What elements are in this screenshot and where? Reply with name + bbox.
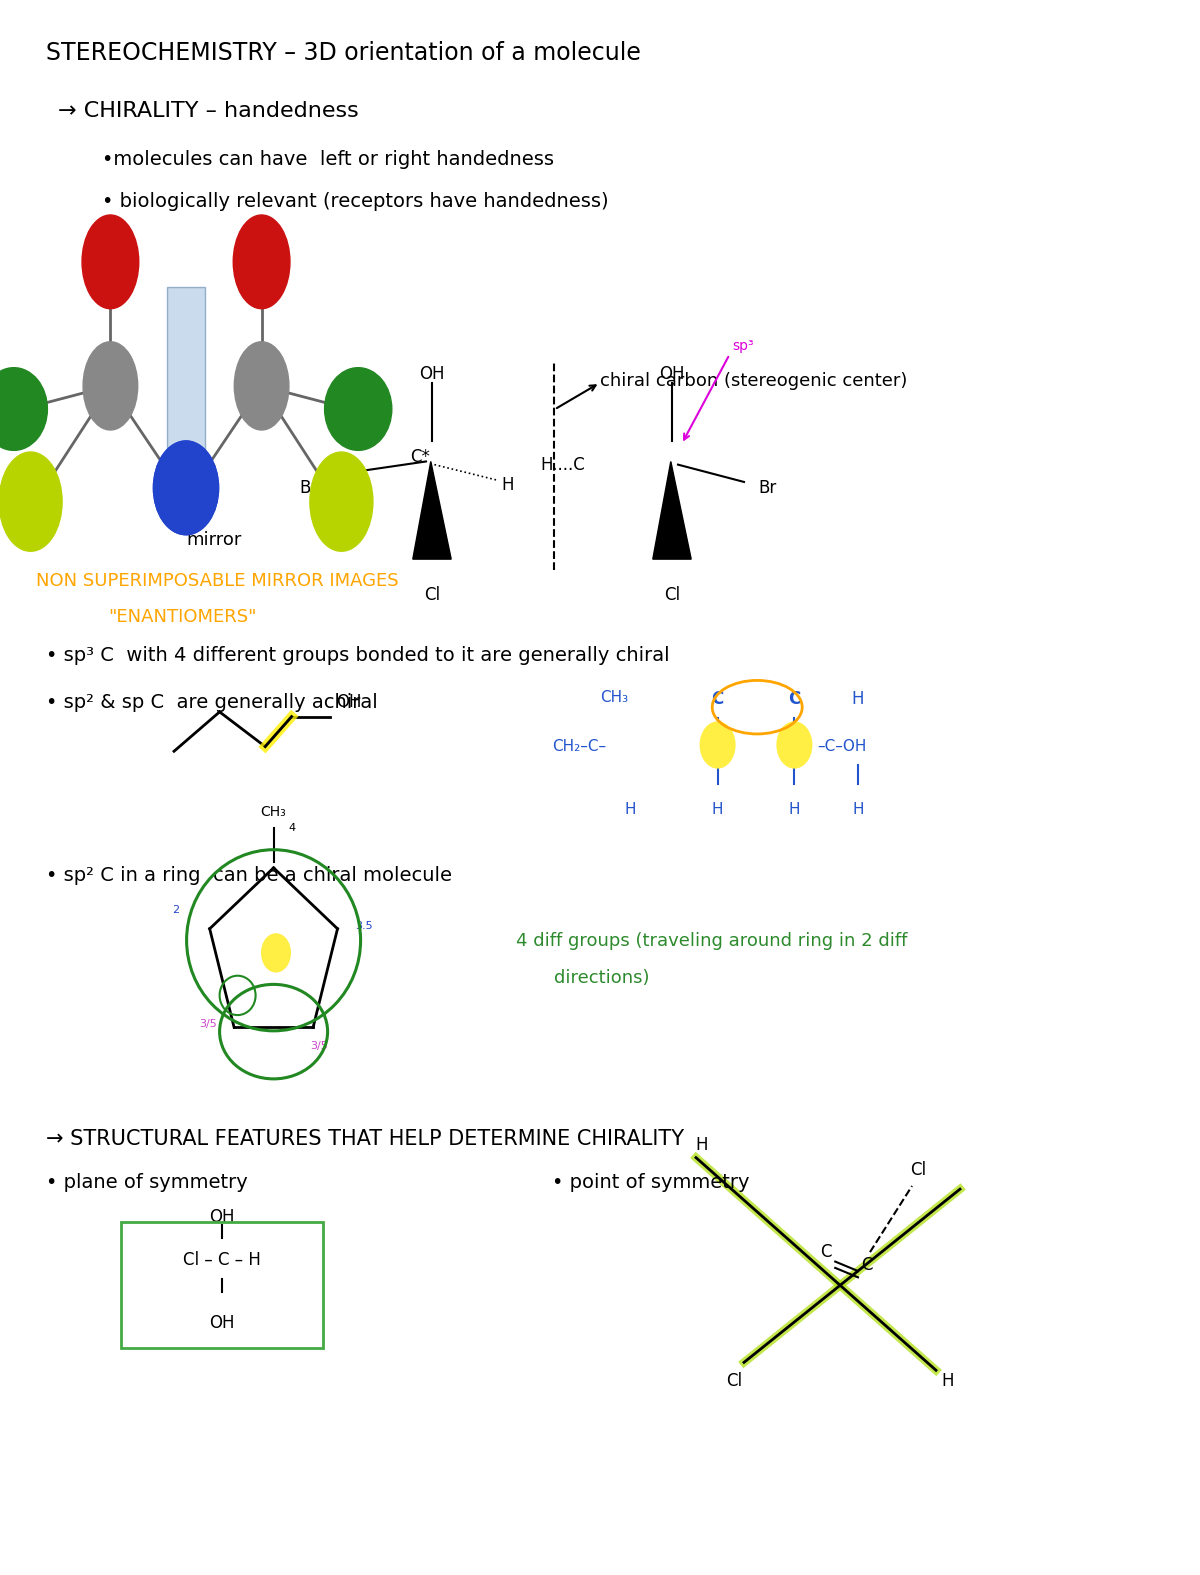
Ellipse shape (233, 214, 290, 309)
Text: C: C (712, 690, 724, 707)
Text: • biologically relevant (receptors have handedness): • biologically relevant (receptors have … (102, 192, 608, 211)
Text: C: C (788, 690, 800, 707)
Text: H: H (502, 476, 514, 495)
Ellipse shape (310, 452, 373, 551)
Text: 3/5: 3/5 (199, 1019, 216, 1028)
Text: • sp³ C  with 4 different groups bonded to it are generally chiral: • sp³ C with 4 different groups bonded t… (46, 646, 670, 665)
Text: C: C (820, 1243, 832, 1262)
Ellipse shape (0, 367, 48, 450)
Text: C: C (788, 729, 800, 748)
Text: H....C: H....C (541, 455, 586, 474)
Text: NON SUPERIMPOSABLE MIRROR IMAGES: NON SUPERIMPOSABLE MIRROR IMAGES (36, 572, 398, 589)
Text: directions): directions) (554, 969, 650, 986)
Text: H: H (712, 802, 724, 817)
Ellipse shape (154, 441, 218, 536)
Ellipse shape (776, 721, 812, 769)
Polygon shape (653, 461, 691, 559)
Text: chiral carbon (stereogenic center): chiral carbon (stereogenic center) (600, 372, 907, 389)
Text: H: H (942, 1372, 954, 1391)
Text: CH₂–C–: CH₂–C– (552, 739, 606, 754)
Text: OH: OH (419, 365, 445, 383)
Text: "ENANTIOMERS": "ENANTIOMERS" (108, 608, 257, 625)
Text: • sp² & sp C  are generally achiral: • sp² & sp C are generally achiral (46, 693, 377, 712)
Text: STEREOCHEMISTRY – 3D orientation of a molecule: STEREOCHEMISTRY – 3D orientation of a mo… (46, 41, 641, 65)
Text: C: C (860, 1255, 872, 1274)
Text: H: H (788, 802, 800, 817)
Text: –C–OH: –C–OH (817, 739, 866, 754)
Text: → CHIRALITY – handedness: → CHIRALITY – handedness (58, 101, 359, 121)
Text: → STRUCTURAL FEATURES THAT HELP DETERMINE CHIRALITY: → STRUCTURAL FEATURES THAT HELP DETERMIN… (46, 1129, 684, 1150)
Text: •molecules can have  left or right handedness: •molecules can have left or right handed… (102, 150, 554, 169)
Text: H: H (852, 802, 864, 817)
Text: C*: C* (409, 447, 430, 466)
Text: CH₃: CH₃ (600, 690, 628, 706)
Ellipse shape (154, 441, 218, 536)
Text: H: H (271, 939, 281, 951)
Text: mirror: mirror (186, 531, 241, 548)
Text: Cl: Cl (910, 1161, 926, 1180)
Text: 4 diff groups (traveling around ring in 2 diff: 4 diff groups (traveling around ring in … (516, 932, 907, 950)
Text: • plane of symmetry: • plane of symmetry (46, 1173, 247, 1192)
Polygon shape (413, 461, 451, 559)
Text: H: H (624, 802, 636, 817)
Text: sp³: sp³ (732, 339, 754, 353)
Ellipse shape (262, 932, 292, 972)
Text: • sp² C in a ring  can be a chiral molecule: • sp² C in a ring can be a chiral molecu… (46, 866, 451, 885)
Text: OH: OH (659, 365, 685, 383)
Text: CH₃: CH₃ (260, 805, 287, 819)
Text: 2: 2 (173, 906, 180, 915)
Ellipse shape (324, 367, 391, 450)
Text: H: H (696, 1136, 708, 1154)
Text: Cl: Cl (424, 586, 440, 603)
Ellipse shape (83, 342, 138, 430)
Text: Cl: Cl (726, 1372, 743, 1391)
Text: H: H (852, 690, 864, 707)
Ellipse shape (0, 452, 62, 551)
Text: 4: 4 (288, 824, 295, 833)
Text: OH: OH (209, 1208, 235, 1225)
Ellipse shape (700, 721, 736, 769)
Text: Br: Br (758, 479, 776, 498)
Text: 3.5: 3.5 (355, 921, 373, 931)
Text: • point of symmetry: • point of symmetry (552, 1173, 750, 1192)
FancyBboxPatch shape (167, 287, 205, 476)
Text: OH: OH (336, 693, 361, 710)
Text: 3/5: 3/5 (311, 1041, 328, 1051)
Ellipse shape (234, 342, 289, 430)
Text: Cl: Cl (664, 586, 680, 603)
Ellipse shape (82, 214, 139, 309)
Text: Cl – C – H: Cl – C – H (184, 1251, 260, 1269)
Text: Br: Br (300, 479, 318, 498)
Text: C: C (712, 729, 724, 748)
Text: OH: OH (209, 1314, 235, 1331)
